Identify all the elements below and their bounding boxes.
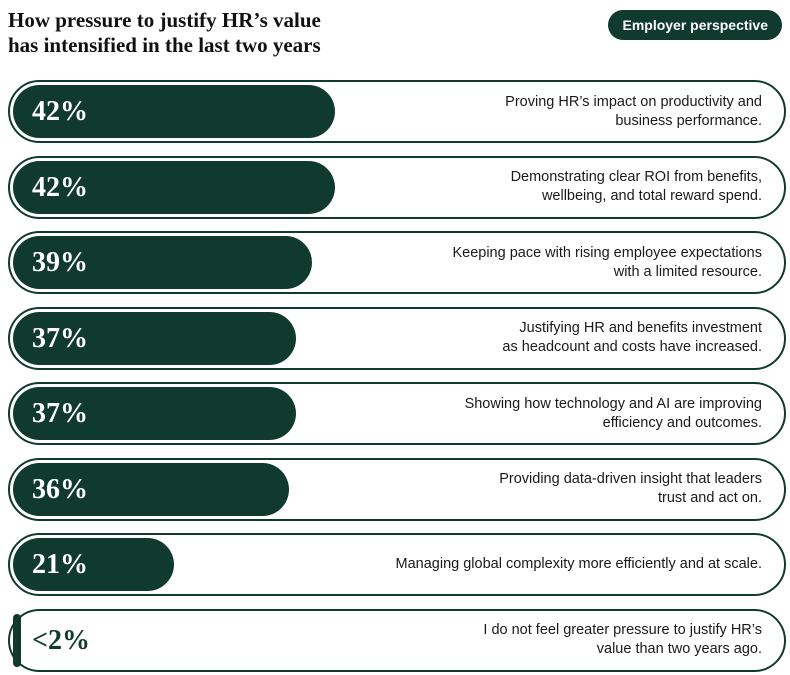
bar-row: 21% Managing global complexity more effic… [8,533,786,596]
bar-row: 37% Showing how technology and AI are imp… [8,382,786,445]
bar-row: 37% Justifying HR and benefits investment… [8,306,786,370]
value-label: 39% [32,247,88,278]
bar [13,613,21,667]
value-label: 21% [32,549,88,580]
bar-row: 42% Proving HR’s impact on productivity a… [8,80,786,143]
category-label: Providing data-driven insight that leade… [499,471,762,506]
bar [13,236,312,289]
category-label: Showing how technology and AI are improv… [464,395,762,431]
category-label: Proving HR’s impact on productivity and … [505,93,762,129]
chart-title: How pressure to justify HR’s value has i… [8,8,321,57]
value-label: 42% [32,96,88,127]
value-label: 37% [32,322,88,354]
bar [13,311,297,365]
bar [13,160,335,214]
category-label: I do not feel greater pressure to justif… [483,622,762,657]
value-label: <2% [32,624,90,656]
category-label: Justifying HR and benefits investment as… [502,320,762,355]
bar-row: 39% Keeping pace with rising employee exp… [8,231,786,294]
bar-row: 42% Demonstrating clear ROI from benefits… [8,155,786,219]
bar [13,85,335,138]
value-label: 42% [32,171,88,203]
category-label: Managing global complexity more efficien… [395,556,762,572]
bar [13,387,297,440]
badge: Employer perspective [608,10,782,40]
value-label: 37% [32,398,88,429]
bar [13,538,174,591]
category-label: Keeping pace with rising employee expect… [452,244,762,280]
bar-row: 36% Providing data-driven insight that le… [8,457,786,521]
bar-row: <2% I do not feel greater pressure to jus… [8,608,786,672]
value-label: 36% [32,473,88,505]
bar [13,462,289,516]
category-label: Demonstrating clear ROI from benefits, w… [510,169,762,204]
